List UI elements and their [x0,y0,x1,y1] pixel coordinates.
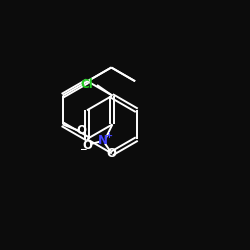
Text: O: O [76,124,86,137]
Text: O: O [82,138,92,151]
Text: O: O [107,147,117,160]
Text: +: + [105,131,112,140]
Text: −: − [79,145,87,154]
Text: Cl: Cl [80,78,93,91]
Text: N: N [98,134,108,147]
